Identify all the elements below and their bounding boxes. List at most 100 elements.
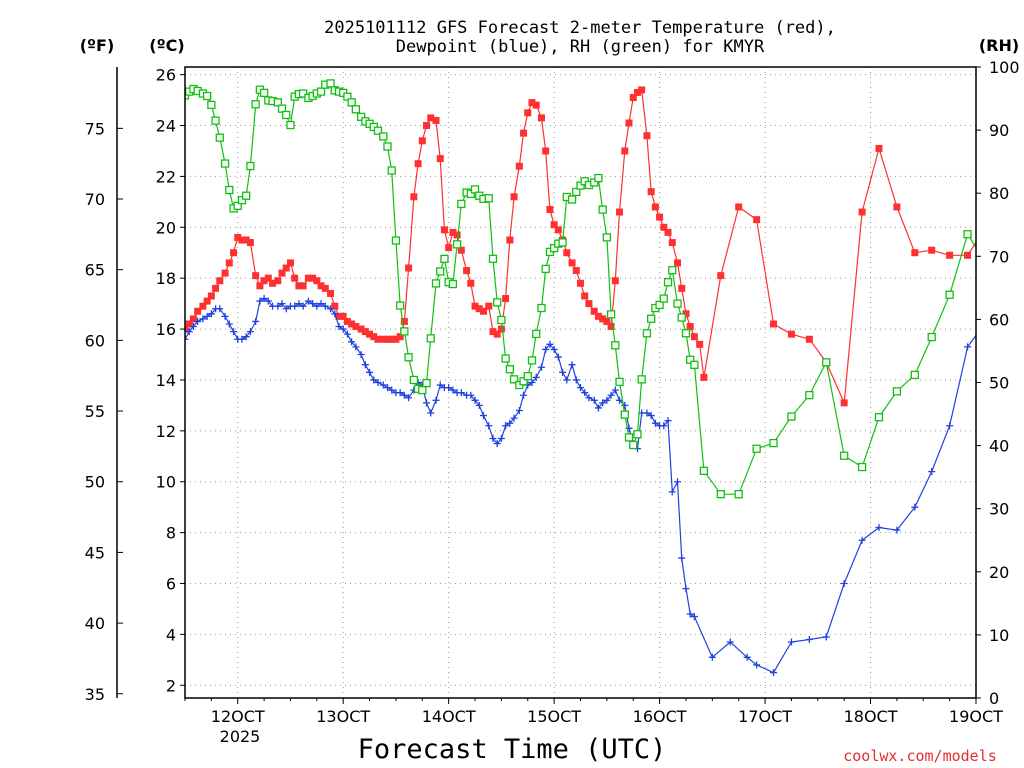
x-axis-ticks: 12OCT 13OCT 14OCT 15OCT 16OCT 17OCT 18OCT 19OCT xyxy=(184,698,1003,726)
dewpoint-point xyxy=(388,386,396,394)
temperature-point xyxy=(335,312,343,320)
rh-point xyxy=(558,238,567,247)
temperature-point xyxy=(299,282,307,290)
x-tick-label: 17OCT xyxy=(738,707,792,726)
dewpoint-point xyxy=(225,320,233,328)
dewpoint-point xyxy=(568,361,576,369)
x-year-label: 2025 xyxy=(220,727,261,746)
rh-point xyxy=(225,185,234,195)
rh-point xyxy=(822,358,831,367)
temperature-point xyxy=(392,335,400,343)
dewpoint-point xyxy=(489,434,497,442)
dewpoint-point xyxy=(497,434,505,442)
dewpoint-point xyxy=(449,386,457,394)
rh-point xyxy=(572,187,581,197)
celsius-tick-label: 18 xyxy=(156,269,176,288)
dewpoint-point xyxy=(546,340,554,348)
dewpoint-point xyxy=(361,361,369,369)
temperature-point xyxy=(520,129,528,137)
fahrenheit-tick-label: 50 xyxy=(85,473,105,492)
rh-point xyxy=(532,329,541,339)
temperature-point xyxy=(674,259,682,267)
temperature-point xyxy=(379,335,387,343)
rh-point xyxy=(391,236,401,245)
dewpoint-point xyxy=(594,404,602,412)
dewpoint-point xyxy=(485,422,493,430)
temperature-point xyxy=(291,274,299,282)
rh-point xyxy=(202,91,212,101)
rh-point xyxy=(457,199,466,209)
rh-point xyxy=(857,462,867,472)
dewpoint-point xyxy=(264,297,272,305)
temperature-series xyxy=(185,86,976,407)
temperature-point xyxy=(457,246,465,254)
temperature-point xyxy=(875,144,883,152)
temperature-point xyxy=(625,119,633,127)
dewpoint-point xyxy=(207,310,215,318)
rh-point xyxy=(659,294,668,303)
temperature-point xyxy=(621,147,629,155)
rh-tick-label: 50 xyxy=(989,374,1009,393)
rh-point xyxy=(343,92,352,101)
x-tick-label: 15OCT xyxy=(527,707,581,726)
temperature-point xyxy=(568,259,576,267)
temperature-point xyxy=(445,244,453,252)
dewpoint-point xyxy=(185,328,193,336)
dewpoint-point xyxy=(396,389,404,397)
temperature-point xyxy=(274,277,282,285)
rh-point xyxy=(910,370,919,380)
temperature-point xyxy=(370,333,378,341)
dewpoint-point xyxy=(343,330,351,338)
temperature-point xyxy=(246,239,254,247)
dewpoint-point xyxy=(946,422,954,430)
temperature-point xyxy=(585,300,593,308)
dewpoint-point xyxy=(554,353,562,361)
temperature-point xyxy=(467,279,475,287)
dewpoint-point xyxy=(563,376,571,384)
rh-point xyxy=(769,438,778,448)
temperature-point xyxy=(207,292,215,300)
fahrenheit-tick-label: 35 xyxy=(85,685,105,704)
dewpoint-point xyxy=(282,305,290,313)
dewpoint-point xyxy=(643,409,651,417)
temperature-point xyxy=(396,333,404,341)
rh-point xyxy=(484,194,493,203)
rh-point xyxy=(282,110,291,120)
dewpoint-point xyxy=(357,351,365,359)
rh-point xyxy=(805,390,814,400)
celsius-tick-label: 20 xyxy=(156,218,176,237)
rh-point xyxy=(734,490,743,499)
temperature-point xyxy=(327,289,335,297)
rh-point xyxy=(668,266,677,275)
rh-point xyxy=(677,313,686,322)
rh-point xyxy=(874,413,884,422)
dewpoint-point xyxy=(611,386,619,394)
rh-point xyxy=(527,356,537,365)
dewpoint-point xyxy=(339,325,347,333)
temperature-point xyxy=(629,94,637,102)
temperature-point xyxy=(753,216,761,224)
fahrenheit-tick-label: 65 xyxy=(85,261,105,280)
rh-point xyxy=(567,195,577,204)
temperature-point xyxy=(690,333,698,341)
dewpoint-point xyxy=(964,343,972,351)
temperature-point xyxy=(563,249,571,257)
dewpoint-point xyxy=(493,440,501,448)
rh-tick-label: 100 xyxy=(989,58,1020,77)
dewpoint-point xyxy=(651,419,659,427)
dewpoint-point xyxy=(432,396,440,404)
rh-point xyxy=(549,243,559,253)
rh-point xyxy=(211,116,220,125)
temperature-point xyxy=(225,259,233,267)
rh-point xyxy=(892,387,902,396)
temperature-point xyxy=(331,302,339,310)
temperature-point xyxy=(339,312,347,320)
temperature-point xyxy=(189,315,197,323)
dewpoint-point xyxy=(400,391,408,399)
dewpoint-point xyxy=(246,328,254,336)
rh-point xyxy=(493,298,502,307)
rh-point xyxy=(602,233,612,242)
celsius-tick-label: 2 xyxy=(166,676,176,695)
temperature-point xyxy=(185,325,189,333)
